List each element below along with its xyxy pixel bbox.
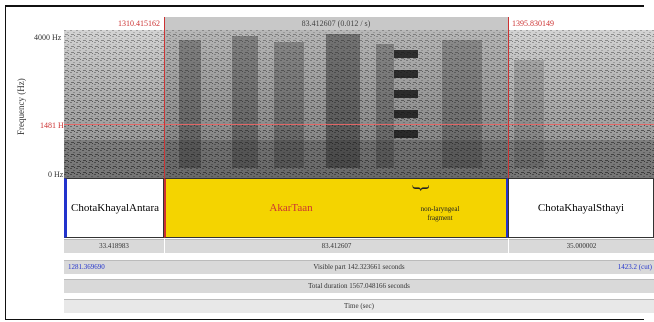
tier-interval-akartaan[interactable]: AkarTaan [164, 178, 508, 238]
tier-label-antara: ChotaKhayalAntara [71, 202, 159, 214]
tick-4000: 4000 Hz [34, 33, 62, 42]
selection-end-line [508, 17, 509, 238]
tier-label-sthayi: ChotaKhayalSthayi [537, 202, 625, 214]
duration-left[interactable]: 33.418983 [64, 239, 164, 253]
spectrogram-image [64, 30, 654, 178]
visible-start: 1281.369690 [68, 263, 105, 271]
visible-part-bar[interactable]: 1281.369690 Visible part 142.323661 seco… [64, 260, 654, 274]
visible-end: 1423.2 (cut) [617, 263, 652, 271]
total-duration-bar[interactable]: Total duration 1567.048166 seconds [64, 279, 654, 293]
annotation-text: non-laryngeal fragment [420, 205, 460, 222]
left-marker-time: 1310.415162 [118, 19, 160, 28]
visible-label: Visible part 142.323661 seconds [313, 263, 405, 271]
spectrogram[interactable] [64, 30, 654, 178]
duration-middle[interactable]: 83.412607 [165, 239, 508, 253]
time-axis-label: Time (sec) [64, 299, 654, 313]
tick-0: 0 Hz [48, 170, 64, 179]
praat-window-frame [5, 5, 644, 320]
y-axis-label: Frequency (Hz) [16, 78, 26, 135]
tier-interval-antara[interactable]: ChotaKhayalAntara [64, 178, 164, 238]
right-marker-time: 1395.830149 [512, 19, 554, 28]
tick-1481: 1481 Hz [40, 121, 68, 130]
frequency-cursor-line [64, 124, 654, 125]
selection-start-line [164, 17, 165, 238]
tier-interval-sthayi[interactable]: ChotaKhayalSthayi [508, 178, 654, 238]
selection-label[interactable]: 83.412607 (0.012 / s) [164, 17, 508, 30]
duration-right[interactable]: 35.000002 [509, 239, 654, 253]
tier-label-akartaan: AkarTaan [269, 202, 313, 214]
